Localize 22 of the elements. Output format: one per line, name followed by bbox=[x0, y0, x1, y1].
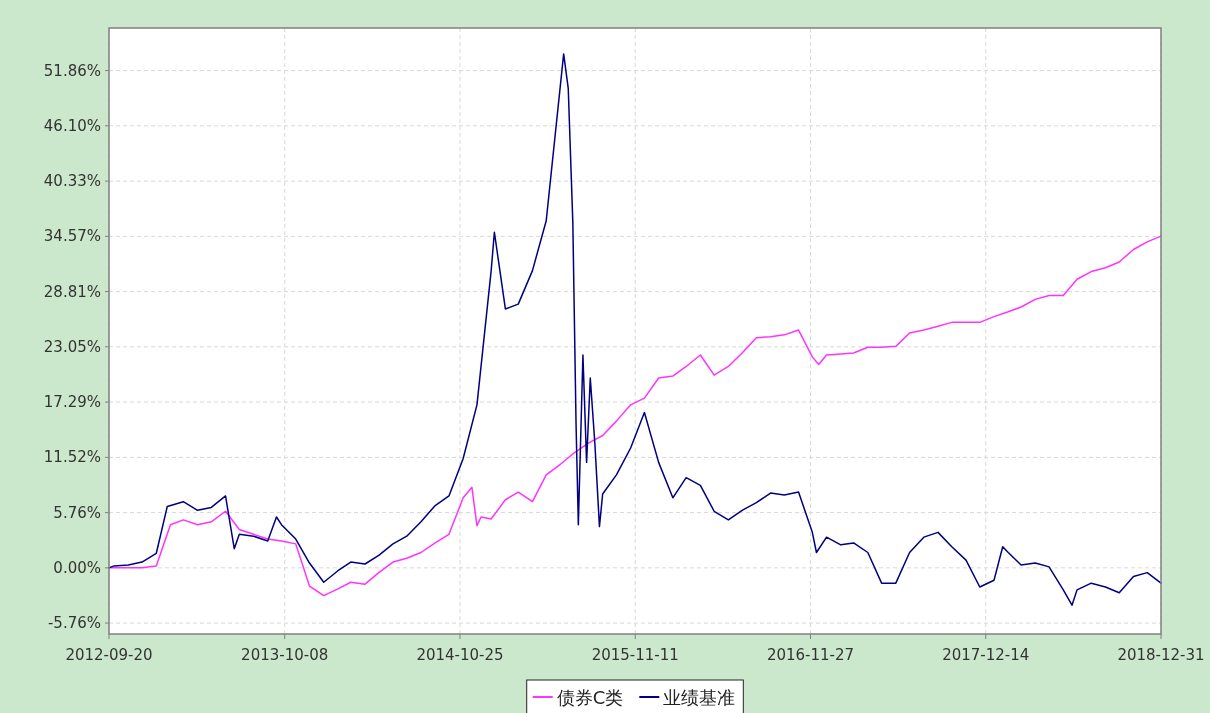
y-tick-label: 17.29% bbox=[43, 393, 101, 412]
x-tick-label: 2012-09-20 bbox=[65, 646, 153, 664]
x-tick-label: 2013-10-08 bbox=[241, 646, 329, 664]
x-tick-label: 2015-11-11 bbox=[591, 646, 679, 664]
y-tick-label: 5.76% bbox=[53, 503, 101, 522]
line-series bbox=[108, 53, 1162, 606]
x-tick-label: 2018-12-31 bbox=[1117, 646, 1205, 664]
y-tick-label: 34.57% bbox=[43, 227, 101, 246]
y-tick-label: -5.76% bbox=[47, 614, 101, 633]
y-tick-label: 23.05% bbox=[43, 337, 101, 356]
x-tick-label: 2014-10-25 bbox=[416, 646, 504, 664]
legend-label: 业绩基准 bbox=[663, 687, 736, 708]
y-tick-label: 11.52% bbox=[43, 448, 101, 467]
x-tick-label: 2017-12-14 bbox=[942, 646, 1030, 664]
y-tick-label: 0.00% bbox=[53, 558, 101, 577]
line-series bbox=[108, 235, 1162, 597]
y-tick-label: 51.86% bbox=[43, 61, 101, 80]
y-tick-label: 28.81% bbox=[43, 282, 101, 301]
legend-label: 债券C类 bbox=[556, 687, 624, 708]
y-tick-label: 46.10% bbox=[43, 116, 101, 135]
x-tick-label: 2016-11-27 bbox=[766, 646, 855, 664]
y-tick-label: 40.33% bbox=[43, 172, 101, 191]
